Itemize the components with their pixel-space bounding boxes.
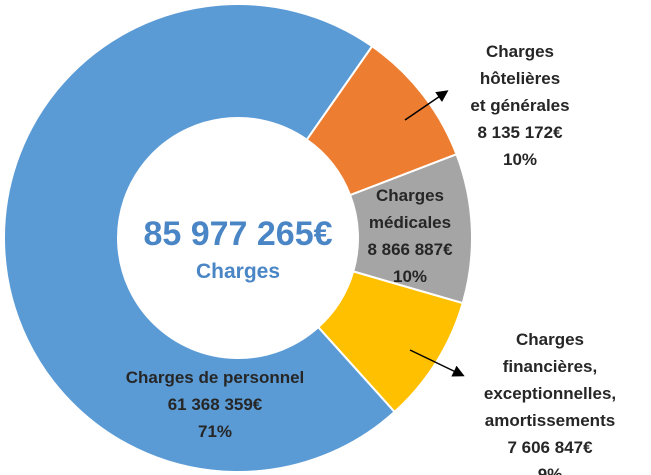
value-label: 61 368 359€ bbox=[167, 395, 263, 414]
arrow bbox=[409, 349, 465, 377]
category: Charges hôtelières et générales bbox=[470, 42, 570, 115]
slice bbox=[348, 152, 473, 305]
arrow bbox=[404, 90, 449, 121]
value-label: 8 866 887€ bbox=[367, 240, 453, 259]
percent-label: 10% bbox=[392, 267, 428, 286]
center-caption: Charges bbox=[195, 260, 281, 283]
category: Charges de personnel bbox=[125, 368, 305, 387]
total: 85 977 265€ bbox=[143, 215, 333, 253]
category: Charges médicales bbox=[368, 186, 452, 232]
slice-label: Charges de personnel 61 368 359€ 71% bbox=[126, 364, 305, 445]
percent-label: 10% bbox=[502, 150, 538, 169]
slice-label: Charges financières, exceptionnelles, am… bbox=[484, 326, 616, 475]
value-label: 7 606 847€ bbox=[507, 438, 593, 457]
value-label: 8 135 172€ bbox=[477, 123, 563, 142]
slice bbox=[3, 3, 396, 473]
center-label: 85 977 265€ Charges bbox=[143, 215, 332, 284]
slice bbox=[305, 44, 458, 197]
percent-label: 9% bbox=[537, 465, 563, 475]
slice-label: Charges hôtelières et générales 8 135 172… bbox=[455, 38, 586, 173]
slice-label: Charges médicales 8 866 887€ 10% bbox=[367, 182, 452, 290]
category: Charges financières, exceptionnelles, am… bbox=[483, 330, 617, 430]
percent-label: 71% bbox=[197, 422, 233, 441]
